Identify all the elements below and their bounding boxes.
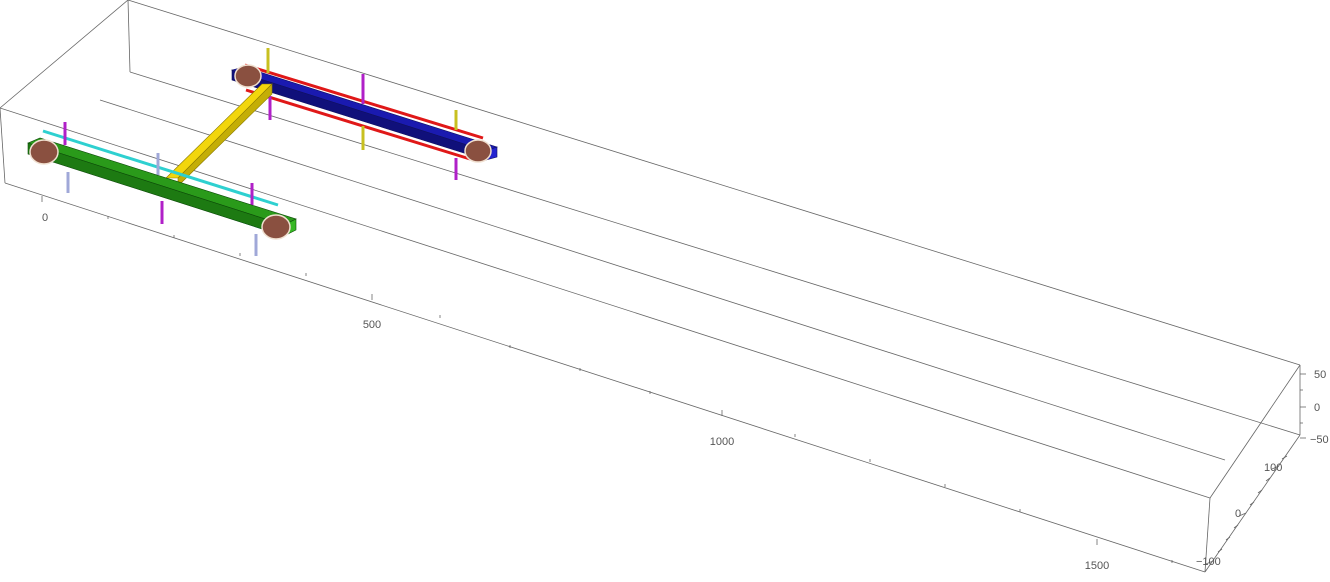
y-tick-mark	[1249, 501, 1255, 506]
y-tick-mark	[1265, 477, 1271, 482]
y-tick-mark	[1238, 512, 1247, 517]
x-tick-label: 1000	[710, 436, 734, 448]
y-tick-mark	[1233, 524, 1239, 529]
z-axis: 50 0 −50	[1300, 369, 1329, 446]
link-bar-side	[177, 83, 273, 187]
x-tick-label: 500	[363, 319, 381, 331]
z-tick-label: −50	[1310, 434, 1329, 446]
box-edge	[99, 99, 1226, 461]
front-right-wheel	[261, 214, 291, 240]
y-tick-mark	[1257, 489, 1263, 494]
y-tick-mark	[1205, 560, 1214, 565]
box-edge	[127, 0, 1301, 366]
y-tick-mark	[1217, 548, 1223, 553]
y-tick-label: 0	[1235, 508, 1241, 520]
rail-front-top	[42, 129, 279, 207]
box-edge	[0, 107, 1211, 499]
x-tick-label: 1500	[1085, 560, 1109, 572]
box-edge	[1204, 497, 1211, 573]
front-left-wheel	[29, 139, 59, 165]
z-tick-label: 0	[1314, 402, 1320, 414]
box-edge	[0, 0, 129, 109]
y-axis: 100 0 −100	[1196, 455, 1288, 568]
rear-axle-assembly	[230, 48, 498, 180]
x-tick-label: 0	[42, 212, 48, 224]
box-edge	[1209, 364, 1301, 499]
rail-rear-bottom	[245, 88, 471, 161]
x-axis: 0 500 1000 1500	[41, 196, 1173, 572]
link-bar-top	[165, 83, 273, 179]
y-tick-label: 100	[1264, 462, 1282, 474]
y-tick-mark	[1281, 455, 1288, 460]
box-edge	[129, 71, 1301, 436]
y-tick-label: −100	[1196, 556, 1221, 568]
front-axle-assembly	[27, 122, 297, 256]
y-tick-mark	[1225, 536, 1231, 541]
bounding-box	[0, 0, 1301, 573]
rear-right-wheel	[464, 139, 492, 163]
y-tick-mark	[1271, 465, 1280, 470]
box-edge	[0, 107, 6, 184]
front-axle-bar-side	[27, 142, 285, 237]
z-tick-label: 50	[1314, 369, 1326, 381]
rear-left-wheel	[234, 64, 262, 88]
box-edge	[4, 182, 1206, 573]
box-edge	[127, 0, 131, 73]
